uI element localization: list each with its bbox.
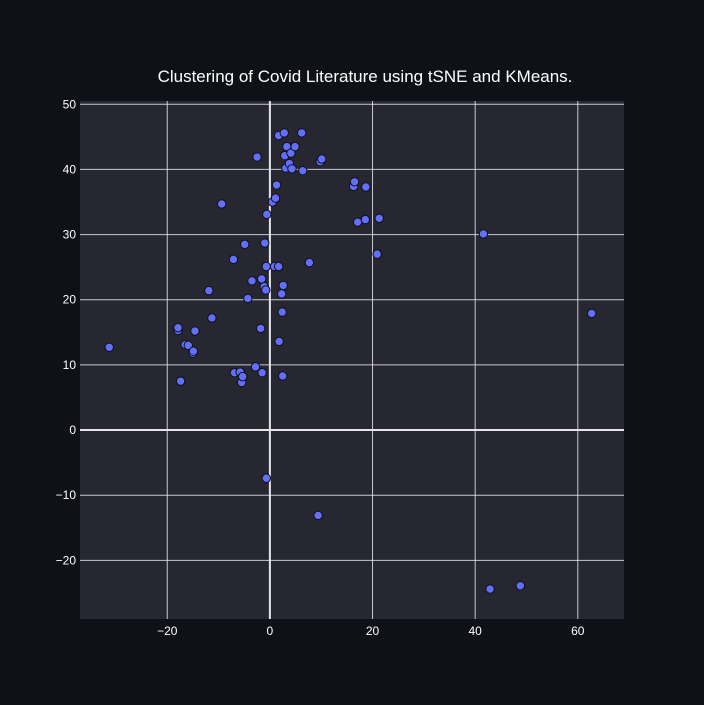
x-tick-label: 20 <box>366 624 380 638</box>
data-point[interactable] <box>256 274 267 284</box>
x-tick-label: −20 <box>157 624 178 638</box>
data-point[interactable] <box>485 584 495 594</box>
data-point[interactable] <box>313 510 323 521</box>
data-point[interactable] <box>252 152 262 162</box>
data-points <box>104 128 597 594</box>
data-point[interactable] <box>261 261 271 272</box>
data-point[interactable] <box>243 293 253 304</box>
y-tick-label: 30 <box>63 228 77 242</box>
y-tick-label: −10 <box>56 488 77 502</box>
data-point[interactable] <box>586 308 597 319</box>
data-point[interactable] <box>279 128 289 138</box>
y-tick-label: 50 <box>63 97 77 111</box>
x-tick-label: 60 <box>571 624 585 638</box>
data-point[interactable] <box>297 128 307 138</box>
data-point[interactable] <box>274 336 284 347</box>
x-tick-label: 0 <box>267 624 274 638</box>
data-point[interactable] <box>190 326 200 336</box>
data-point[interactable] <box>271 180 282 190</box>
data-point[interactable] <box>290 141 300 152</box>
grid-lines <box>80 101 624 619</box>
x-tick-label: 40 <box>468 624 482 638</box>
y-tick-label: 40 <box>63 162 77 176</box>
data-point[interactable] <box>261 473 271 483</box>
data-point[interactable] <box>261 285 271 295</box>
data-point[interactable] <box>237 371 248 382</box>
y-tick-label: 0 <box>69 423 76 437</box>
data-point[interactable] <box>287 164 297 174</box>
data-point[interactable] <box>277 307 287 317</box>
data-point[interactable] <box>273 261 284 272</box>
tick-labels: −20 0 20 40 60 −20 −10 0 10 20 30 40 50 <box>56 97 585 638</box>
data-point[interactable] <box>352 217 363 227</box>
data-point[interactable] <box>304 257 315 268</box>
data-point[interactable] <box>204 285 214 296</box>
data-point[interactable] <box>515 581 526 591</box>
data-point[interactable] <box>317 154 327 164</box>
chart-title: Clustering of Covid Literature using tSN… <box>158 67 573 86</box>
data-point[interactable] <box>349 177 360 187</box>
data-point[interactable] <box>188 346 199 356</box>
y-tick-label: 10 <box>63 358 77 372</box>
data-point[interactable] <box>262 209 272 220</box>
y-tick-label: 20 <box>63 293 77 307</box>
data-point[interactable] <box>250 362 261 372</box>
data-point[interactable] <box>240 239 250 250</box>
data-point[interactable] <box>247 276 257 286</box>
data-point[interactable] <box>228 254 239 265</box>
data-point[interactable] <box>361 182 371 192</box>
data-point[interactable] <box>260 238 270 248</box>
data-point[interactable] <box>278 371 288 381</box>
data-point[interactable] <box>374 213 384 223</box>
data-point[interactable] <box>286 148 296 158</box>
data-point[interactable] <box>478 229 489 239</box>
data-point[interactable] <box>175 376 186 386</box>
y-tick-label: −20 <box>56 553 77 567</box>
data-point[interactable] <box>360 214 371 225</box>
data-point[interactable] <box>183 340 193 351</box>
data-point[interactable] <box>207 313 217 323</box>
data-point[interactable] <box>276 289 287 299</box>
data-point[interactable] <box>173 323 183 333</box>
data-point[interactable] <box>270 193 281 203</box>
data-point[interactable] <box>257 368 267 378</box>
data-point[interactable] <box>255 323 266 334</box>
zero-lines <box>80 101 624 619</box>
data-point[interactable] <box>104 342 114 352</box>
data-point[interactable] <box>216 199 227 209</box>
data-point[interactable] <box>298 166 308 176</box>
data-point[interactable] <box>278 280 288 291</box>
data-point[interactable] <box>372 249 382 259</box>
